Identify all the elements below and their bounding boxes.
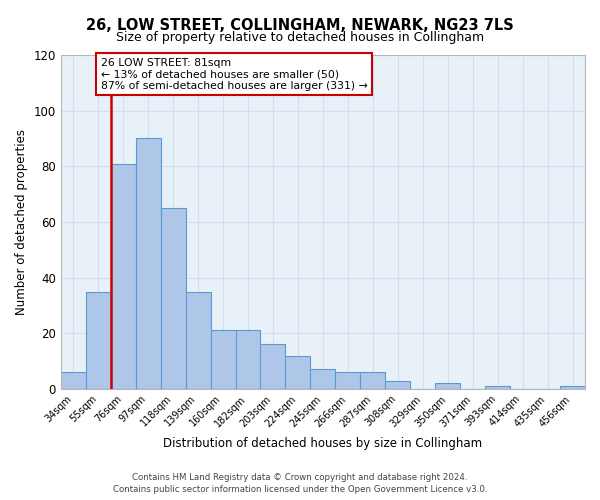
Bar [435, 384, 460, 389]
Bar [111, 164, 136, 389]
Bar [136, 138, 161, 389]
Bar [61, 372, 86, 389]
Bar [161, 208, 185, 389]
Bar [260, 344, 286, 389]
Text: 26, LOW STREET, COLLINGHAM, NEWARK, NG23 7LS: 26, LOW STREET, COLLINGHAM, NEWARK, NG23… [86, 18, 514, 32]
Bar [286, 356, 310, 389]
Bar [185, 292, 211, 389]
X-axis label: Distribution of detached houses by size in Collingham: Distribution of detached houses by size … [163, 437, 482, 450]
Bar [310, 370, 335, 389]
Bar [385, 380, 410, 389]
Text: Contains HM Land Registry data © Crown copyright and database right 2024.
Contai: Contains HM Land Registry data © Crown c… [113, 472, 487, 494]
Text: 26 LOW STREET: 81sqm
← 13% of detached houses are smaller (50)
87% of semi-detac: 26 LOW STREET: 81sqm ← 13% of detached h… [101, 58, 367, 91]
Bar [485, 386, 510, 389]
Text: Size of property relative to detached houses in Collingham: Size of property relative to detached ho… [116, 31, 484, 44]
Bar [335, 372, 361, 389]
Bar [560, 386, 585, 389]
Bar [211, 330, 236, 389]
Bar [361, 372, 385, 389]
Bar [236, 330, 260, 389]
Bar [86, 292, 111, 389]
Y-axis label: Number of detached properties: Number of detached properties [15, 129, 28, 315]
